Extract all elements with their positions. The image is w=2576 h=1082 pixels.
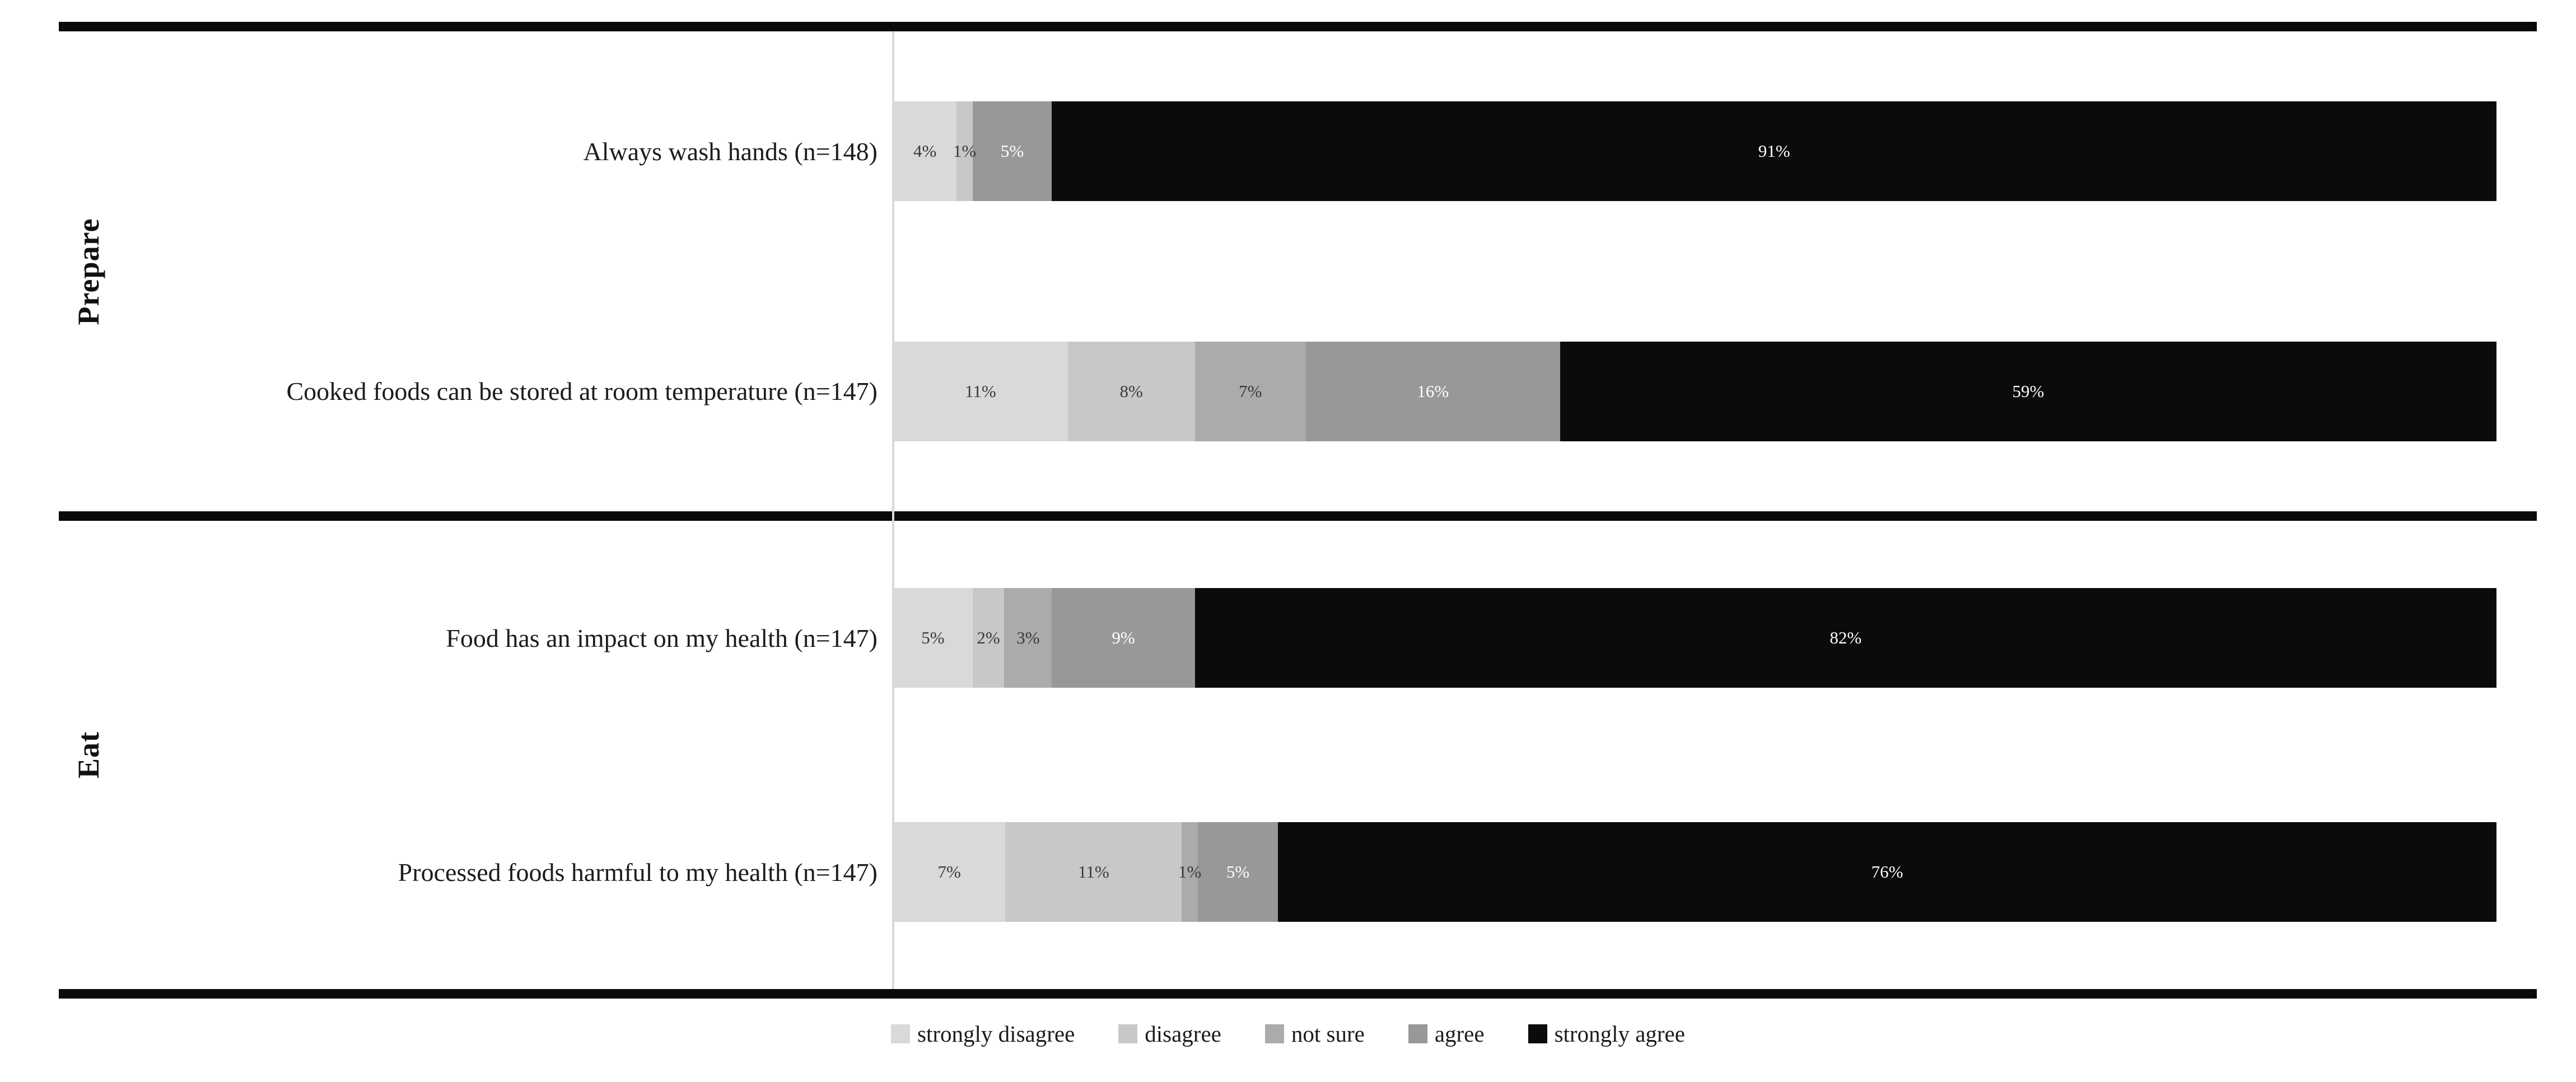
legend: strongly disagree disagree not sure agree st… <box>0 1020 2576 1047</box>
stacked-bar: 4% 1% 5% 91% <box>893 101 2496 202</box>
legend-item-strongly-agree: strongly agree <box>1528 1020 1685 1047</box>
legend-label: disagree <box>1145 1021 1221 1047</box>
bar-segment-strongly-agree: 59% <box>1560 341 2496 441</box>
legend-swatch-not-sure <box>1264 1024 1284 1043</box>
bar-row: Always wash hands (n=148) 4% 1% 5% 91% <box>0 31 2576 272</box>
bar-segment-strongly-agree: 82% <box>1194 588 2496 688</box>
stacked-bar: 11% 8% 7% 16% 59% <box>893 341 2496 441</box>
legend-item-not-sure: not sure <box>1264 1020 1365 1047</box>
bar-segment-disagree: 8% <box>1067 341 1195 441</box>
bar-segment-value: 3% <box>1016 628 1040 647</box>
bar-segment-strongly-disagree: 11% <box>893 341 1068 441</box>
bar-segment-value: 1% <box>953 141 977 161</box>
stacked-bar: 5% 2% 3% 9% 82% <box>893 588 2496 688</box>
bar-segment-value: 7% <box>1239 381 1262 401</box>
bar-segment-agree: 5% <box>972 101 1052 202</box>
legend-label: not sure <box>1291 1021 1365 1047</box>
bar-segment-value: 91% <box>1758 141 1790 161</box>
bar-segment-strongly-agree: 76% <box>1278 822 2496 922</box>
bar-row: Food has an impact on my health (n=147) 5… <box>0 521 2576 755</box>
legend-swatch-strongly-disagree <box>891 1024 911 1043</box>
bar-segment-value: 59% <box>2012 381 2045 401</box>
legend-swatch-disagree <box>1118 1024 1138 1043</box>
legend-swatch-strongly-agree <box>1528 1024 1547 1043</box>
rows-group-1: Food has an impact on my health (n=147) 5… <box>0 521 2576 989</box>
bar-segment-value: 4% <box>913 141 937 161</box>
bar-segment-value: 5% <box>1226 862 1250 882</box>
legend-swatch-agree <box>1408 1024 1427 1043</box>
bar-row-label: Cooked foods can be stored at room tempe… <box>286 377 878 406</box>
bar-segment-value: 11% <box>1078 862 1109 882</box>
legend-item-disagree: disagree <box>1118 1020 1221 1047</box>
top-border-line <box>59 22 2537 31</box>
bar-row-label: Always wash hands (n=148) <box>583 137 878 166</box>
bar-segment-strongly-disagree: 5% <box>893 588 973 688</box>
bar-segment-disagree: 11% <box>1005 822 1182 922</box>
section-eat: Eat Food has an impact on my health (n=1… <box>0 521 2576 989</box>
bar-segment-value: 1% <box>1178 862 1202 882</box>
bar-segment-agree: 16% <box>1305 341 1560 441</box>
legend-item-strongly-disagree: strongly disagree <box>891 1020 1075 1047</box>
bar-segment-value: 11% <box>965 381 996 401</box>
bar-segment-value: 2% <box>977 628 1000 647</box>
bottom-border-line <box>59 989 2537 999</box>
bar-segment-strongly-disagree: 4% <box>893 101 957 202</box>
bar-segment-strongly-agree: 91% <box>1052 101 2496 202</box>
bar-row: Processed foods harmful to my health (n=… <box>0 755 2576 989</box>
bar-row: Cooked foods can be stored at room tempe… <box>0 272 2576 512</box>
bar-segment-not-sure: 7% <box>1194 341 1306 441</box>
bar-segment-value: 7% <box>937 862 961 882</box>
bar-segment-value: 16% <box>1417 381 1449 401</box>
section-prepare: Prepare Always wash hands (n=148) 4% 1% 5% 9… <box>0 31 2576 511</box>
rows-group-0: Always wash hands (n=148) 4% 1% 5% 91% Cooked… <box>0 31 2576 511</box>
bar-segment-disagree: 1% <box>953 101 976 202</box>
bar-segment-disagree: 2% <box>972 588 1005 688</box>
baseline-axis-line <box>892 31 894 989</box>
legend-item-agree: agree <box>1408 1020 1485 1047</box>
bar-segment-strongly-disagree: 7% <box>893 822 1006 922</box>
legend-label: strongly agree <box>1554 1021 1685 1047</box>
bar-segment-value: 9% <box>1112 628 1135 647</box>
bar-row-label: Processed foods harmful to my health (n=… <box>398 857 878 887</box>
legend-label: agree <box>1434 1021 1485 1047</box>
stacked-bar: 7% 11% 1% 5% 76% <box>893 822 2496 922</box>
bar-segment-value: 8% <box>1119 381 1143 401</box>
bar-segment-not-sure: 3% <box>1004 588 1052 688</box>
bar-row-label: Food has an impact on my health (n=147) <box>446 623 878 652</box>
bar-segment-not-sure: 1% <box>1178 822 1201 922</box>
bar-segment-value: 82% <box>1830 628 1862 647</box>
legend-label: strongly disagree <box>917 1021 1075 1047</box>
bar-segment-value: 76% <box>1871 862 1903 882</box>
bar-segment-agree: 9% <box>1052 588 1195 688</box>
section-divider-line <box>59 511 2537 521</box>
bar-segment-agree: 5% <box>1197 822 1278 922</box>
bar-segment-value: 5% <box>921 628 945 647</box>
bar-segment-value: 5% <box>1000 141 1024 161</box>
